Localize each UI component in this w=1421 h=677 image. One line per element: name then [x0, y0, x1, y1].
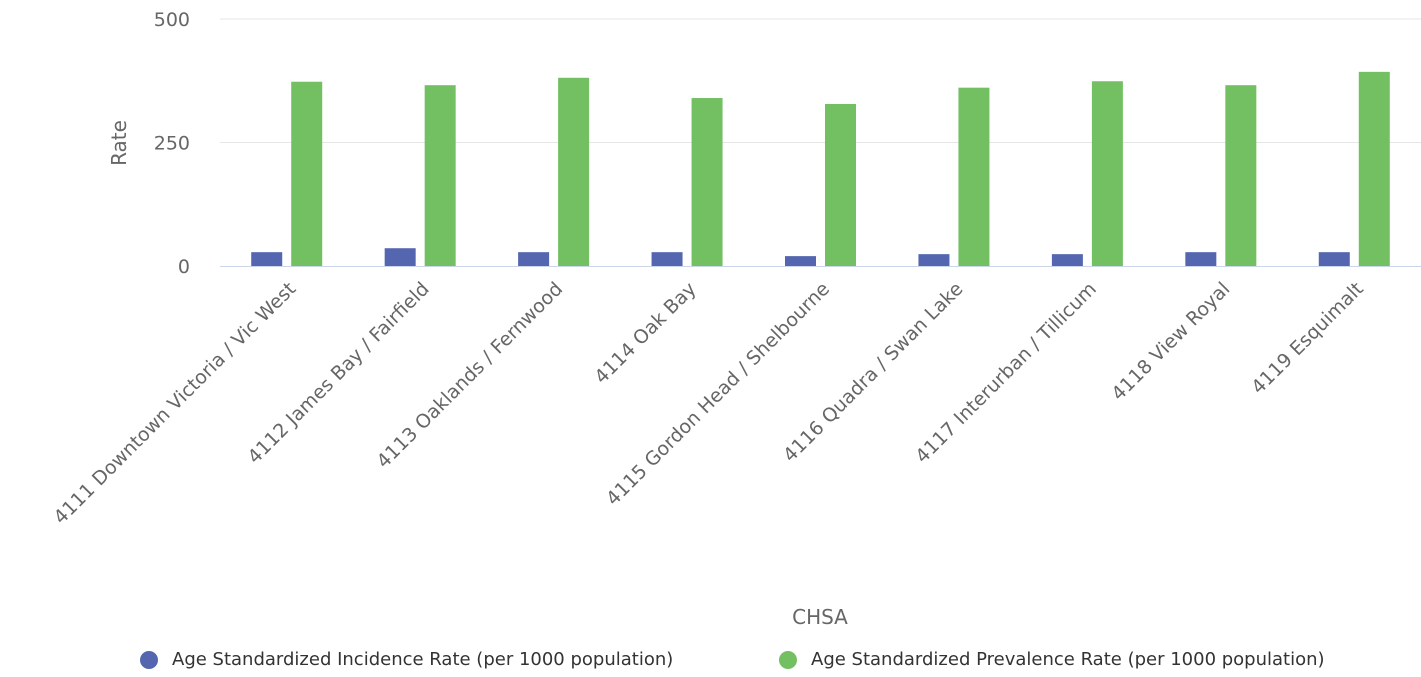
gridlines [220, 18, 1421, 143]
bars [251, 71, 1390, 266]
incidence-bar[interactable] [918, 254, 950, 266]
incidence-bar[interactable] [251, 252, 283, 266]
incidence-bar[interactable] [651, 252, 683, 266]
incidence-bar[interactable] [1185, 252, 1217, 266]
x-tick-label: 4114 Oak Bay [590, 278, 700, 388]
prevalence-bar[interactable] [1091, 81, 1123, 266]
legend-marker-prevalence [779, 650, 797, 669]
incidence-bar[interactable] [1051, 254, 1083, 266]
x-tick-label: 4118 View Royal [1107, 278, 1234, 405]
prevalence-bar[interactable] [691, 98, 723, 266]
legend-label-prevalence: Age Standardized Prevalence Rate (per 10… [811, 649, 1325, 670]
incidence-bar[interactable] [785, 256, 816, 266]
prevalence-bar[interactable] [1358, 71, 1390, 266]
prevalence-bar[interactable] [424, 85, 456, 266]
legend: Age Standardized Incidence Rate (per 100… [0, 649, 1421, 677]
y-axis-ticks: 0 250 500 [154, 9, 190, 278]
incidence-bar[interactable] [384, 248, 416, 266]
y-tick-label: 500 [154, 9, 190, 31]
legend-item-prevalence[interactable]: Age Standardized Prevalence Rate (per 10… [779, 649, 1325, 670]
x-axis-title: CHSA [792, 605, 848, 629]
x-tick-label: 4119 Esquimalt [1247, 278, 1368, 399]
prevalence-bar[interactable] [1225, 85, 1257, 266]
prevalence-bar[interactable] [958, 87, 990, 266]
prevalence-bar[interactable] [558, 77, 590, 266]
y-tick-label: 250 [154, 133, 190, 155]
x-tick-label: 4111 Downtown Victoria / Vic West [50, 278, 301, 529]
x-tick-label: 4115 Gordon Head / Shelbourne [602, 278, 834, 510]
legend-label-incidence: Age Standardized Incidence Rate (per 100… [172, 649, 674, 670]
y-axis-title: Rate [107, 120, 131, 166]
legend-marker-incidence [140, 650, 158, 669]
legend-item-incidence[interactable]: Age Standardized Incidence Rate (per 100… [140, 649, 673, 670]
prevalence-bar[interactable] [825, 103, 856, 266]
y-tick-label: 0 [178, 256, 190, 278]
prevalence-bar[interactable] [291, 81, 323, 266]
incidence-bar[interactable] [518, 252, 550, 266]
incidence-bar[interactable] [1318, 252, 1350, 266]
